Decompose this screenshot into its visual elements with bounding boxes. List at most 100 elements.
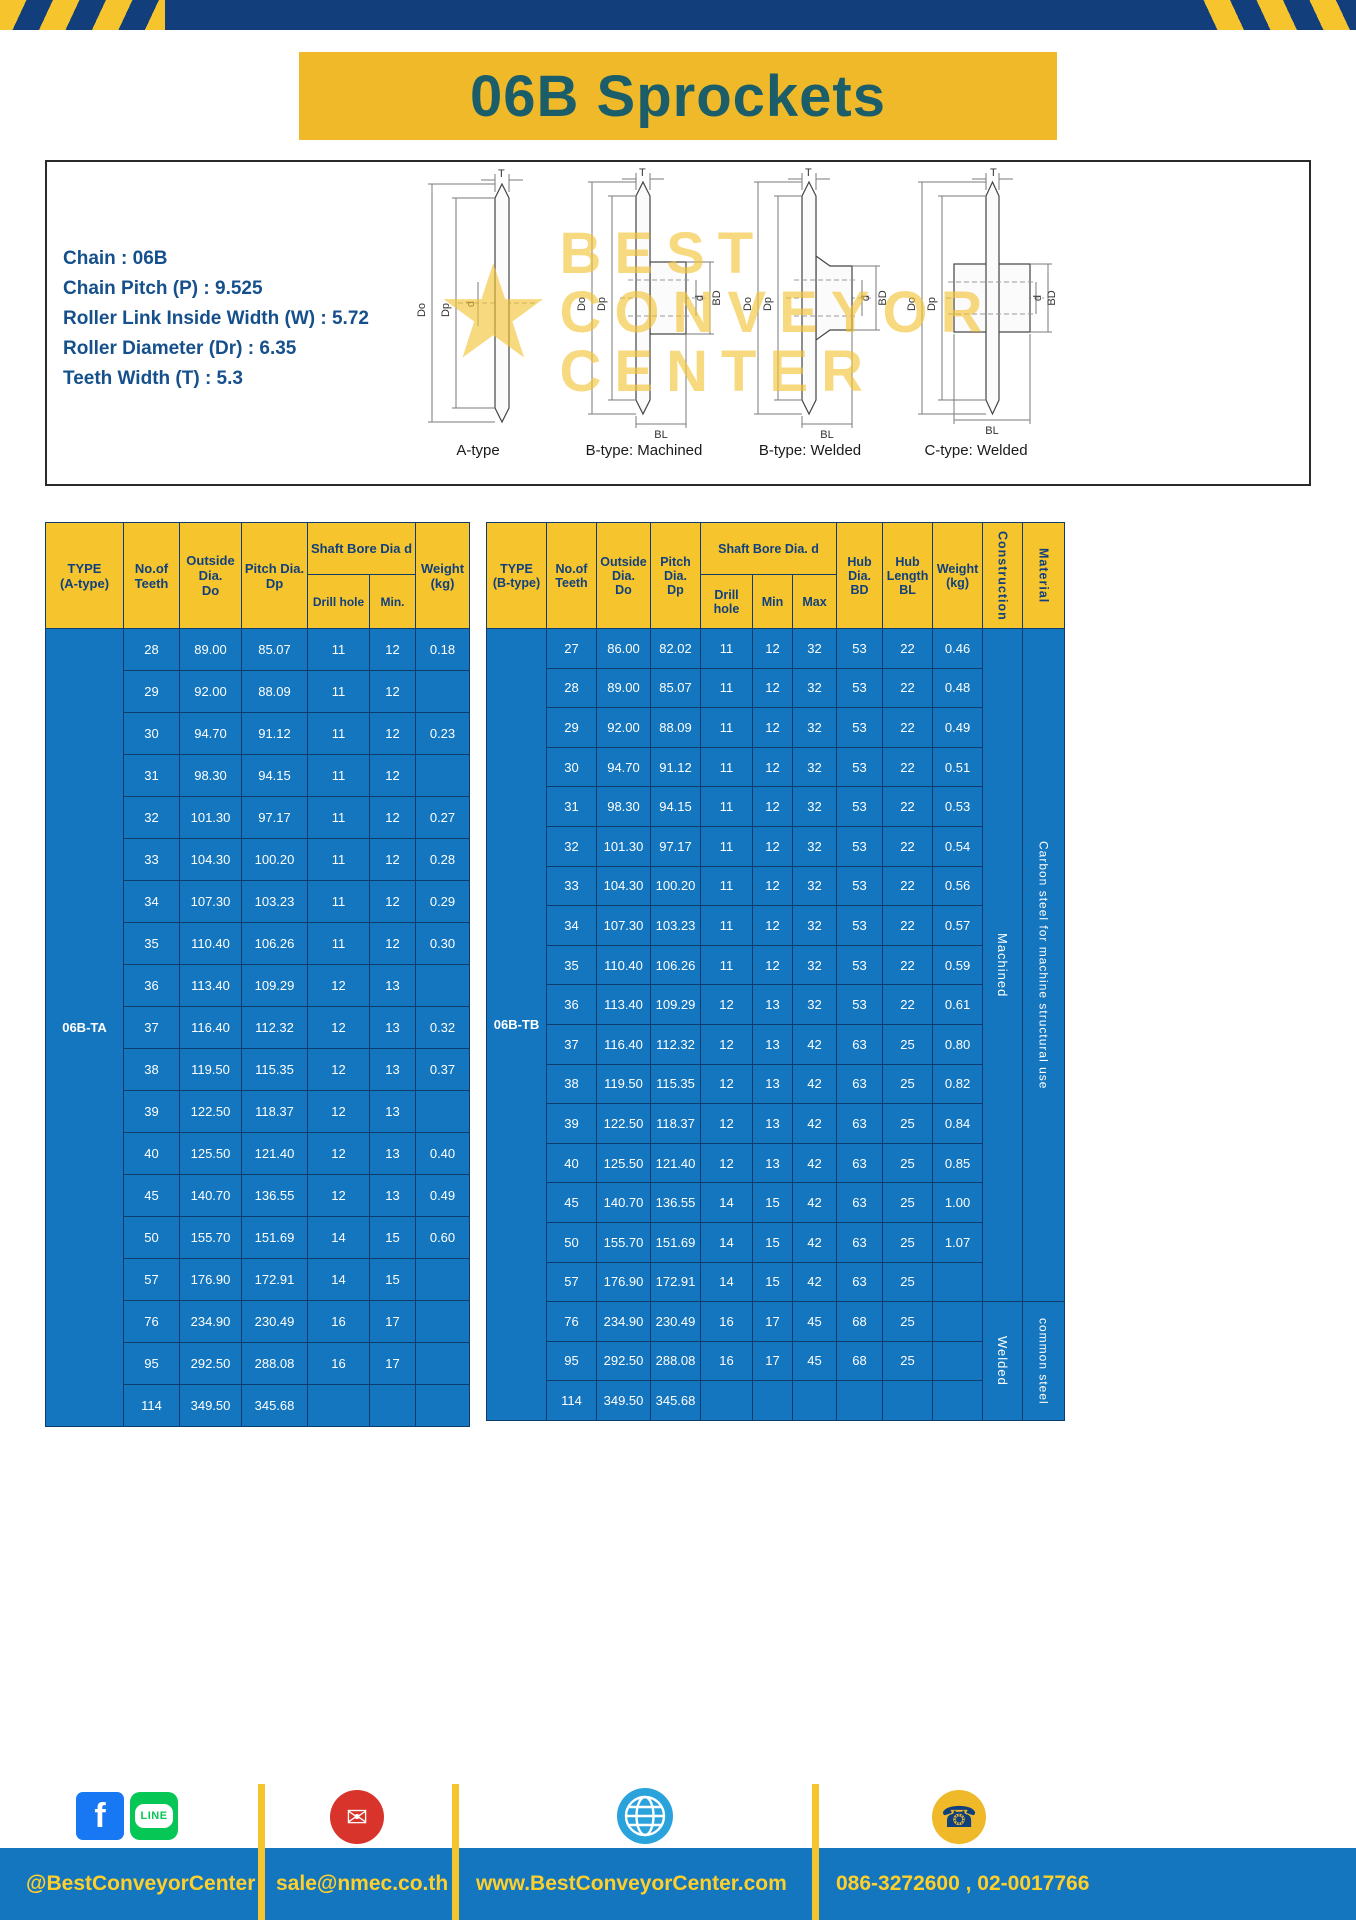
line-bubble: LINE [135, 1804, 173, 1828]
col-header-hub-length: Hub Length BL [882, 522, 934, 629]
b-type-machined-drawing: T Do Dp d BD BL [576, 167, 723, 441]
table-cell: 0.40 [415, 1132, 470, 1175]
table-cell: 106.26 [650, 944, 701, 986]
table-cell: 63 [836, 1023, 884, 1065]
table-cell: 122.50 [179, 1090, 242, 1133]
table-cell: 288.08 [241, 1342, 308, 1385]
table-cell: 42 [791, 1221, 838, 1263]
table-cell: 14 [700, 1221, 753, 1263]
table-cell: 12 [700, 1063, 753, 1105]
table-cell: 45 [546, 1182, 597, 1223]
table-row: 28 89.00 85.07 11 12 32 53 22 0.48 [487, 667, 1065, 709]
dim-label-dp: Dp [762, 297, 774, 311]
table-cell: 0.84 [932, 1103, 984, 1144]
table-cell: 12 [369, 754, 416, 797]
table-row: 38 119.50 115.35 12 13 0.37 [46, 1048, 470, 1091]
drawing-caption-a-type: A-type [456, 442, 500, 459]
table-cell: 12 [307, 1174, 370, 1217]
table-cell: 13 [752, 1063, 793, 1105]
table-a-header: TYPE (A-type) No.of Teeth Outside Dia. D… [45, 522, 470, 629]
dim-label-dp: Dp [596, 297, 608, 311]
table-cell: 15 [369, 1216, 416, 1259]
table-cell: 89.00 [596, 667, 651, 709]
table-cell: 50 [123, 1216, 180, 1259]
spec-line-teeth-width: Teeth Width (T) : 5.3 [63, 368, 243, 389]
table-row: 57 176.90 172.91 14 15 [46, 1258, 470, 1301]
table-cell: 45 [791, 1340, 838, 1382]
table-cell: 13 [752, 1103, 793, 1144]
table-cell: 25 [882, 1023, 934, 1065]
table-cell: 17 [752, 1340, 793, 1382]
table-cell: 155.70 [179, 1216, 242, 1259]
table-cell: 12 [752, 786, 793, 827]
col-header-pitch-dia: Pitch Dia. Dp [650, 522, 701, 629]
line-glyph: LINE [140, 1810, 168, 1822]
table-cell: 12 [752, 944, 793, 986]
table-row: 36 113.40 109.29 12 13 32 53 22 0.61 [487, 984, 1065, 1025]
table-cell: 292.50 [596, 1340, 651, 1382]
table-row: 50 155.70 151.69 14 15 0.60 [46, 1216, 470, 1259]
table-cell: 95 [123, 1342, 180, 1385]
table-cell: 345.68 [650, 1380, 701, 1421]
table-cell: 136.55 [241, 1174, 308, 1217]
table-cell: 103.23 [241, 880, 308, 923]
table-cell [700, 1380, 753, 1421]
table-cell: 17 [369, 1342, 416, 1385]
table-cell: 25 [882, 1301, 934, 1342]
table-cell: 11 [307, 838, 370, 881]
dim-label-do: Do [742, 297, 754, 311]
table-row: 38 119.50 115.35 12 13 42 63 25 0.82 [487, 1063, 1065, 1105]
table-cell [415, 754, 470, 797]
col-header-drill-hole: Drill hole [700, 574, 753, 629]
table-cell: 0.53 [932, 786, 984, 827]
table-cell: 94.15 [650, 786, 701, 827]
table-cell: 12 [752, 628, 793, 669]
table-cell: 32 [791, 905, 838, 946]
social-handle: @BestConveyorCenter [26, 1872, 256, 1895]
table-cell: 32 [546, 825, 597, 867]
col-header-shaft-bore: Shaft Bore Dia d [307, 522, 416, 575]
table-cell [415, 964, 470, 1007]
dim-label-dp: Dp [926, 297, 938, 311]
table-cell: 136.55 [650, 1182, 701, 1223]
table-cell: 11 [700, 746, 753, 788]
table-cell: 22 [882, 865, 934, 907]
table-row: 45 140.70 136.55 12 13 0.49 [46, 1174, 470, 1217]
table-cell [415, 1384, 470, 1427]
table-cell: 13 [369, 964, 416, 1007]
spec-line-roller-width: Roller Link Inside Width (W) : 5.72 [63, 308, 369, 329]
table-cell: 0.30 [415, 922, 470, 965]
table-row: 29 92.00 88.09 11 12 32 53 22 0.49 [487, 707, 1065, 748]
table-cell: 112.32 [650, 1023, 701, 1065]
table-cell: 14 [700, 1182, 753, 1223]
table-cell: 63 [836, 1182, 884, 1223]
table-cell: 11 [307, 796, 370, 839]
table-cell: 76 [123, 1300, 180, 1343]
table-cell: 12 [369, 880, 416, 923]
table-b-header: TYPE (B-type) No.of Teeth Outside Dia. D… [486, 522, 1066, 629]
table-cell: 50 [546, 1221, 597, 1263]
drawing-a-type: T Do Dp d A-type [398, 168, 558, 480]
table-cell: 32 [791, 865, 838, 907]
col-header-hub-dia: Hub Dia. BD [836, 522, 884, 629]
col-header-min: Min. [369, 574, 416, 629]
table-cell: 53 [836, 628, 884, 669]
dim-label-d: d [1032, 295, 1044, 301]
table-cell: 38 [123, 1048, 180, 1091]
table-cell: 12 [700, 1103, 753, 1144]
col-header-drill-hole: Drill hole [307, 574, 370, 629]
col-header-pitch-dia: Pitch Dia. Dp [241, 522, 308, 629]
table-cell: 53 [836, 707, 884, 748]
col-header-type: TYPE (B-type) [486, 522, 547, 629]
table-cell: 12 [752, 825, 793, 867]
table-cell: 22 [882, 905, 934, 946]
table-cell: 107.30 [596, 905, 651, 946]
table-cell: 0.29 [415, 880, 470, 923]
table-row: 50 155.70 151.69 14 15 42 63 25 1.07 [487, 1221, 1065, 1263]
table-cell: 63 [836, 1142, 884, 1184]
contact-phone: 086-3272600 , 02-0017766 [836, 1872, 1090, 1895]
table-cell [369, 1384, 416, 1427]
table-cell: 234.90 [179, 1300, 242, 1343]
table-cell: 53 [836, 984, 884, 1025]
table-row: 33 104.30 100.20 11 12 32 53 22 0.56 [487, 865, 1065, 907]
